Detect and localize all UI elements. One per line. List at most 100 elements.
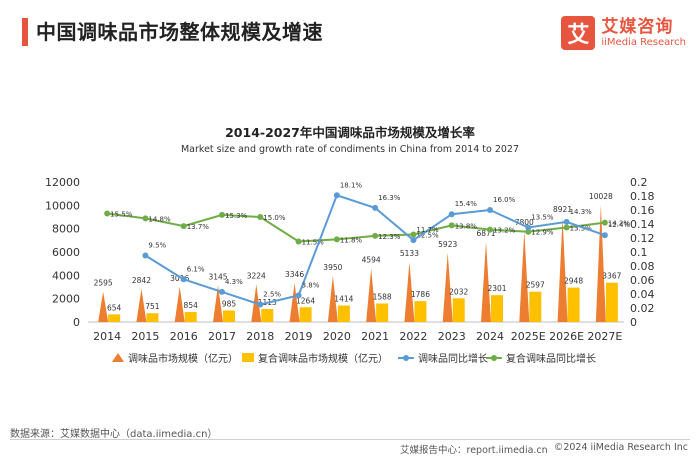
compound-growth-point — [295, 238, 302, 245]
compound-growth-point — [219, 211, 225, 218]
x-tick-label: 2019 — [285, 330, 313, 343]
compound-size-bar — [261, 309, 274, 322]
market-size-spike — [174, 286, 185, 322]
growth-point — [410, 237, 417, 244]
compound-size-data-label: 1414 — [334, 295, 353, 304]
legend-compound-growth-marker-dot — [491, 355, 497, 361]
compound-growth-data-label: 14.2% — [608, 220, 631, 228]
market-size-data-label: 3224 — [247, 271, 266, 280]
y-right-tick-label: 0.1 — [630, 246, 648, 259]
growth-data-label: 14.3% — [570, 208, 593, 216]
data-source: 数据来源：艾媒数据中心（data.iimedia.cn） — [10, 429, 218, 440]
compound-growth-line — [107, 212, 605, 243]
market-size-spike — [557, 217, 568, 322]
compound-growth-data-label: 15.0% — [263, 214, 286, 222]
compound-growth-point — [104, 210, 111, 217]
compound-growth-point — [142, 215, 149, 222]
compound-growth-point — [563, 224, 570, 231]
market-size-spike — [481, 241, 491, 322]
compound-growth-data-label: 15.3% — [225, 212, 248, 220]
compound-growth-data-label: 12.9% — [531, 229, 554, 237]
compound-size-data-label: 1786 — [411, 290, 430, 299]
market-size-spike — [289, 282, 300, 322]
compound-size-bar — [529, 291, 542, 322]
compound-growth-point — [410, 231, 417, 238]
compound-growth-point — [448, 222, 455, 229]
brand-name: 艾媒咨询 — [601, 16, 674, 37]
y-right-tick-label: 0.2 — [630, 176, 648, 189]
growth-point — [372, 204, 379, 211]
growth-point — [487, 207, 493, 213]
market-size-data-label: 3145 — [208, 272, 227, 281]
compound-growth-data-label: 12.3% — [378, 233, 401, 241]
x-tick-label: 2015 — [131, 330, 159, 343]
market-size-spike — [366, 268, 377, 322]
growth-point — [257, 301, 264, 308]
report-center-link[interactable]: 艾媒报告中心：report.iimedia.cn — [400, 445, 548, 456]
x-tick-label: 2014 — [93, 330, 121, 343]
y-right-tick-label: 0.16 — [630, 204, 655, 217]
legend-growth-marker-dot — [403, 355, 409, 361]
market-size-data-label: 8921 — [553, 205, 572, 214]
y-right-tick-label: 0.06 — [630, 274, 655, 287]
compound-growth-data-label: 13.5% — [570, 225, 593, 233]
compound-growth-point — [601, 219, 608, 226]
growth-point — [601, 232, 608, 239]
brand-name-en: iiMedia Research — [601, 36, 686, 48]
footer-divider — [10, 439, 690, 440]
y-left-tick-label: 12000 — [45, 176, 80, 189]
compound-growth-data-label: 14.8% — [148, 215, 171, 223]
growth-point — [448, 211, 455, 218]
market-size-data-label: 2595 — [94, 279, 113, 288]
compound-size-data-label: 854 — [184, 301, 199, 310]
growth-data-label: 16.0% — [493, 196, 516, 204]
growth-data-label: 3.8% — [302, 281, 320, 289]
growth-data-label: 13.5% — [531, 214, 554, 222]
compound-size-data-label: 2301 — [487, 284, 506, 293]
x-tick-label: 2027E — [587, 330, 622, 343]
market-size-data-label: 2842 — [132, 276, 151, 285]
market-size-data-label: 10028 — [589, 192, 613, 201]
y-right-tick-label: 0 — [630, 316, 637, 329]
market-size-spike — [442, 252, 453, 322]
x-tick-label: 2025E — [511, 330, 546, 343]
market-size-data-label: 3950 — [323, 263, 342, 272]
compound-size-bar — [299, 307, 312, 322]
y-left-tick-label: 0 — [73, 316, 80, 329]
x-tick-label: 2026E — [549, 330, 584, 343]
x-tick-label: 2016 — [170, 330, 198, 343]
compound-growth-point — [180, 223, 187, 230]
market-size-spike — [404, 262, 415, 322]
legend-market-size-label: 调味品市场规模（亿元） — [128, 352, 238, 365]
growth-data-label: 15.4% — [455, 200, 478, 208]
compound-growth-point — [372, 232, 379, 239]
compound-size-bar — [452, 298, 465, 322]
market-size-data-label: 6871 — [476, 229, 495, 238]
compound-size-bar — [108, 314, 121, 322]
compound-size-bar — [337, 305, 350, 322]
growth-data-label: 6.1% — [187, 265, 205, 273]
growth-data-label: 2.5% — [263, 291, 281, 299]
growth-point — [180, 276, 187, 283]
compound-size-bar — [223, 310, 235, 322]
compound-growth-data-label: 15.5% — [110, 211, 133, 219]
compound-growth-data-label: 11.5% — [302, 239, 325, 247]
y-right-tick-label: 0.04 — [630, 288, 655, 301]
growth-point — [142, 252, 149, 259]
growth-point — [563, 218, 570, 225]
y-right-tick-label: 0.12 — [630, 232, 655, 245]
market-size-data-label: 5923 — [438, 240, 457, 249]
brand-logo-icon: 艾 — [561, 16, 596, 50]
brand: 艾 艾媒咨询 iiMedia Research — [561, 16, 686, 50]
market-size-data-label: 4594 — [362, 255, 381, 264]
compound-growth-data-label: 13.8% — [455, 222, 478, 230]
chart-subtitle: Market size and growth rate of condiment… — [180, 144, 519, 155]
y-left-tick-label: 6000 — [52, 246, 80, 259]
compound-size-data-label: 654 — [107, 303, 122, 312]
legend-compound-growth-label: 复合调味品同比增长 — [506, 352, 596, 365]
chart-title: 2014-2027年中国调味品市场规模及增长率 — [225, 125, 475, 140]
legend-growth-label: 调味品同比增长 — [418, 352, 488, 365]
compound-size-bar — [605, 282, 618, 322]
